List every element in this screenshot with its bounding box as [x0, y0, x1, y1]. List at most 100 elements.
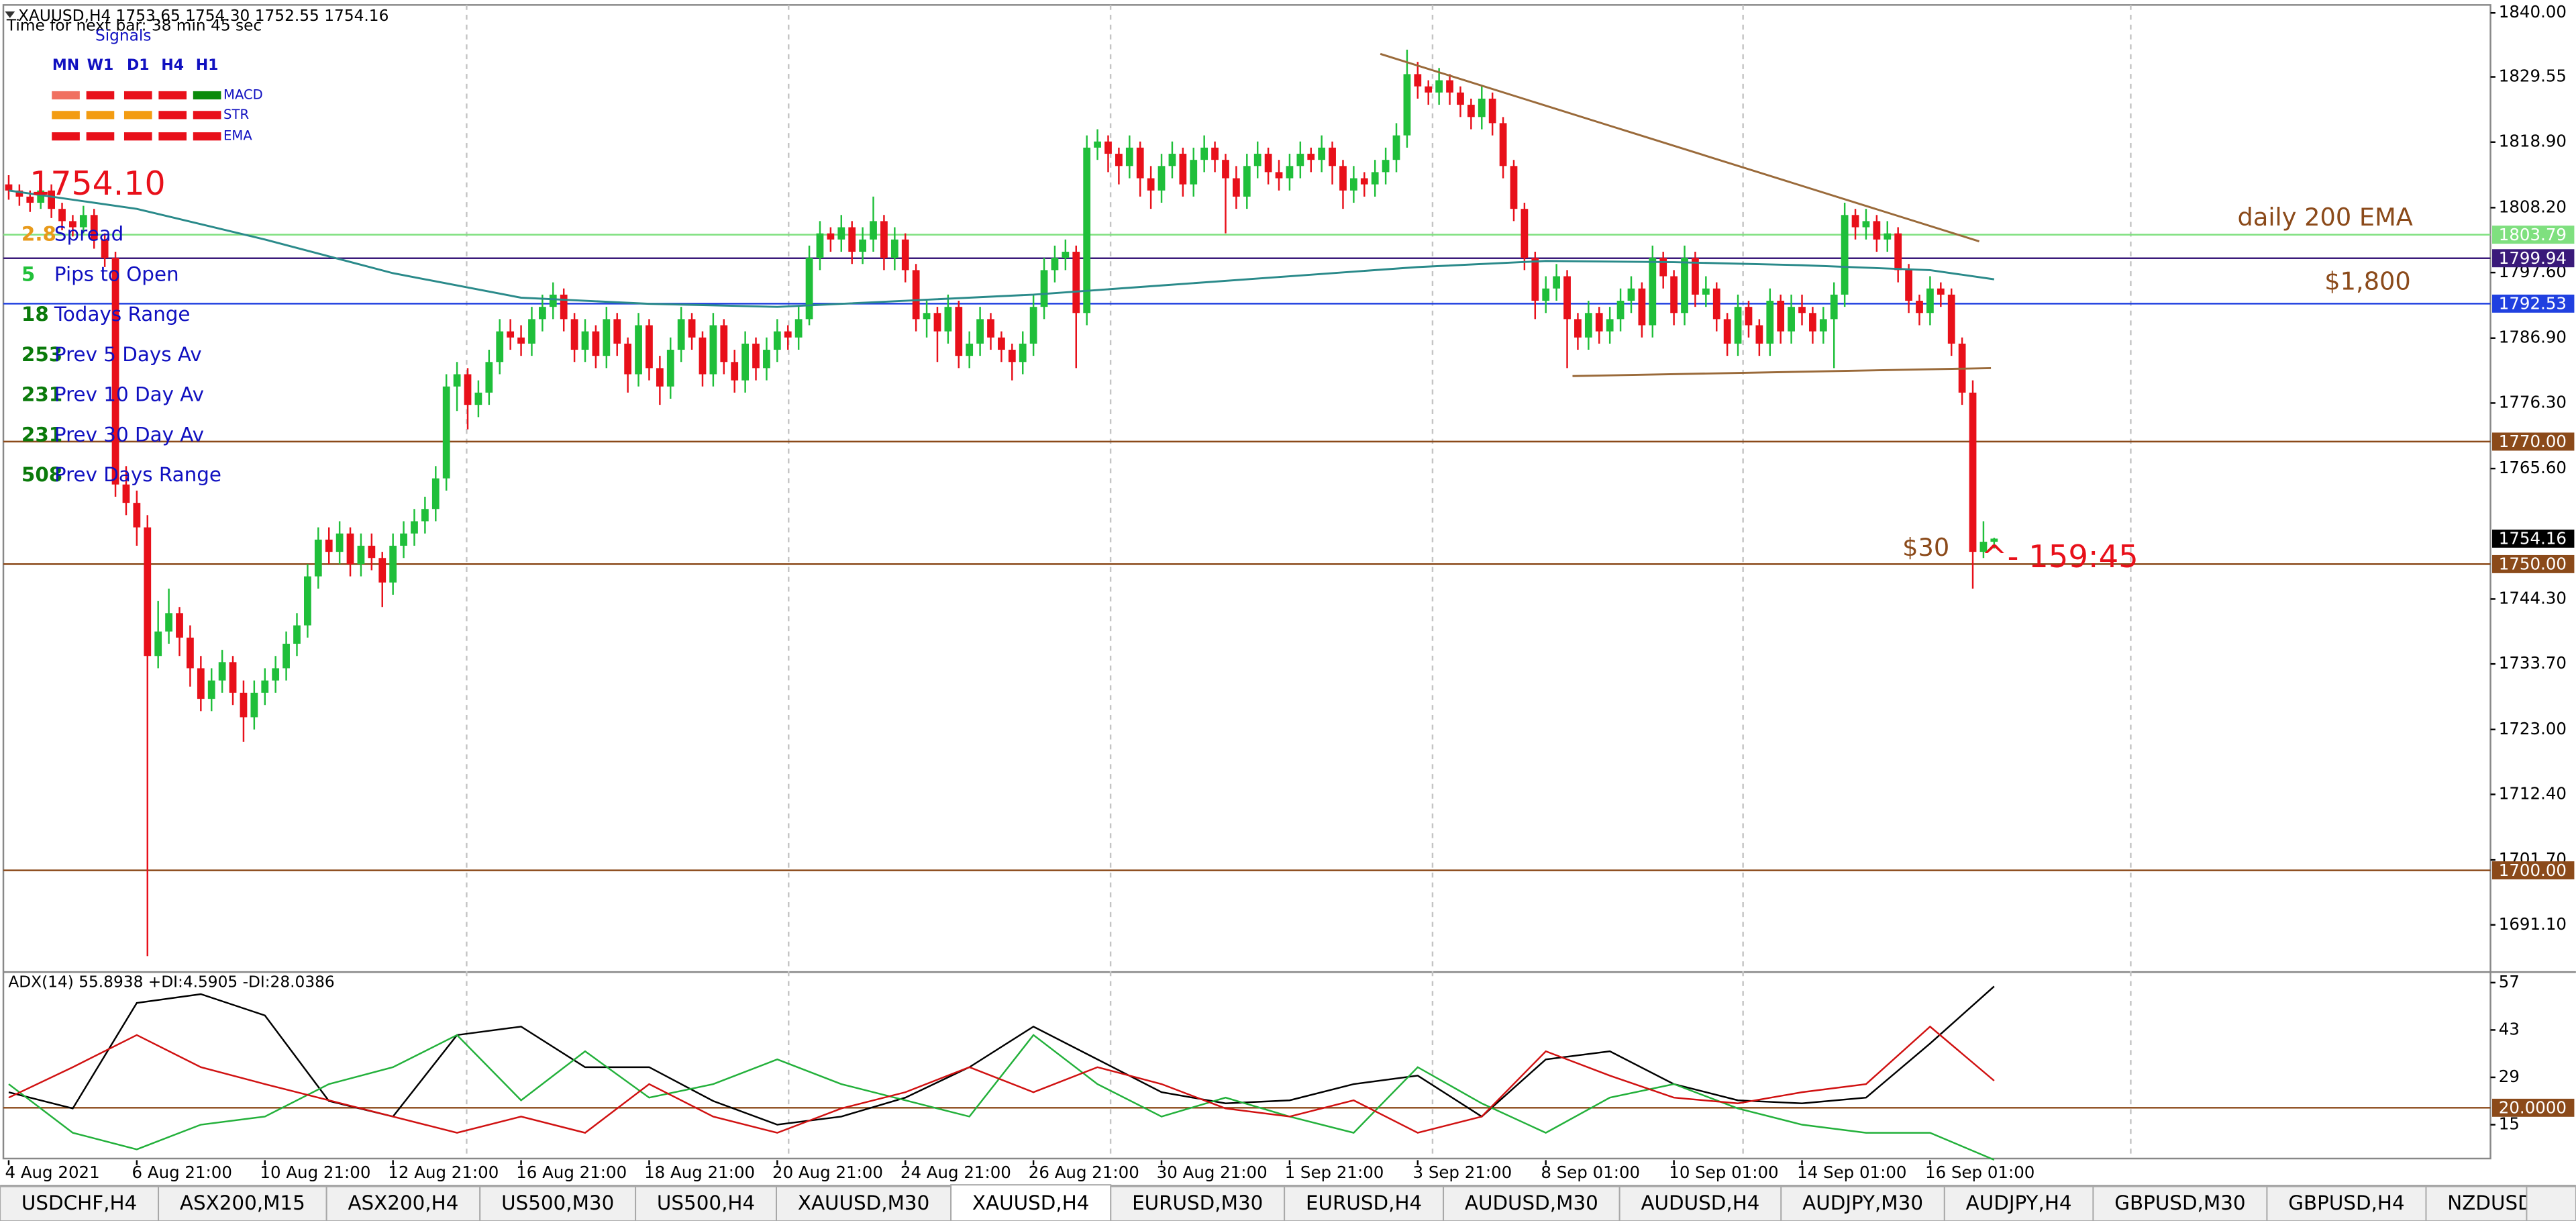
bid-price: 1754.10	[30, 164, 165, 203]
tab-label[interactable]: AUDJPY,M30	[1802, 1191, 1923, 1214]
candle-body	[1318, 147, 1326, 160]
candle-body	[549, 294, 557, 307]
tab[interactable]	[950, 1184, 1112, 1221]
level-label: 1750.00	[2499, 554, 2567, 574]
signal-bar	[52, 111, 80, 119]
candle-body	[187, 637, 194, 669]
candle-body	[1755, 325, 1763, 344]
candle-body	[1094, 141, 1101, 148]
y-tick-label: 1723.00	[2499, 719, 2567, 738]
y-tick-label: 43	[2499, 1019, 2520, 1038]
signal-bar	[193, 91, 221, 100]
candle-body	[111, 258, 119, 485]
annotation: ^- 159:45	[1981, 538, 2139, 575]
candle-body	[411, 521, 418, 534]
tab-label[interactable]: USDCHF,H4	[21, 1191, 137, 1214]
candle-body	[1072, 252, 1080, 313]
candle-body	[431, 478, 440, 509]
tab[interactable]	[0, 1185, 160, 1221]
level-box	[2492, 432, 2575, 451]
x-tick-label: 24 Aug 21:00	[900, 1163, 1011, 1182]
chart-title: XAUUSD,H4 1753.65 1754.30 1752.55 1754.1…	[18, 7, 389, 25]
tab-label[interactable]: AUDUSD,M30	[1465, 1191, 1598, 1214]
level-label: 1799.94	[2499, 248, 2567, 268]
candle-body	[794, 319, 803, 338]
candle-body	[1008, 350, 1016, 362]
candle-body	[1296, 154, 1304, 166]
y-tick-label: 1786.90	[2499, 328, 2567, 347]
tab-label[interactable]: US500,H4	[657, 1191, 755, 1214]
bar-timer: Time for next bar: 38 min 45 sec	[6, 17, 262, 35]
tab-label[interactable]: AUDJPY,H4	[1966, 1191, 2072, 1214]
candle-body	[880, 221, 888, 258]
tab[interactable]	[2092, 1185, 2268, 1221]
candle-body	[1264, 154, 1272, 173]
candle-body	[987, 319, 994, 338]
candle-body	[859, 239, 866, 252]
y-tick-label: 15	[2499, 1114, 2520, 1134]
candle-body	[101, 239, 109, 258]
level-label: 20.0000	[2499, 1098, 2567, 1118]
candle-body	[1819, 319, 1827, 332]
candle-body	[1681, 258, 1688, 313]
candle-body	[314, 539, 322, 577]
indicator-line	[8, 1034, 1995, 1161]
candle-body	[1595, 313, 1603, 332]
x-tick-label: 16 Aug 21:00	[516, 1163, 627, 1182]
tab-label[interactable]: XAUUSD,H4	[972, 1191, 1090, 1214]
candle-body	[453, 374, 461, 387]
candle-body	[870, 221, 877, 240]
candle-body	[1916, 301, 1923, 313]
candle-body	[122, 484, 130, 503]
candle-body	[1809, 313, 1816, 332]
level-label: 1803.79	[2499, 225, 2567, 244]
tab[interactable]	[1780, 1185, 1945, 1221]
tab-label[interactable]: ASX200,M15	[180, 1191, 305, 1214]
tab-label[interactable]: EURUSD,M30	[1132, 1191, 1263, 1214]
candle-body	[1862, 221, 1870, 228]
tab[interactable]	[158, 1185, 327, 1221]
x-tick-label: 8 Sep 01:00	[1541, 1163, 1640, 1182]
y-tick-label: 1712.40	[2499, 783, 2567, 803]
candle-body	[1627, 288, 1635, 301]
tab[interactable]	[1618, 1185, 1782, 1221]
candle-body	[218, 662, 226, 681]
tab-label[interactable]: US500,M30	[501, 1191, 614, 1214]
candle-body	[816, 233, 824, 258]
signal-row-label: MACD	[223, 87, 263, 102]
tab[interactable]	[1110, 1185, 1286, 1221]
candle-body	[48, 190, 55, 209]
x-tick-label: 1 Sep 21:00	[1285, 1163, 1384, 1182]
candle-body	[1275, 172, 1283, 179]
level-box	[2492, 226, 2575, 244]
candle-body	[1339, 166, 1347, 191]
tab-label[interactable]: EURUSD,H4	[1306, 1191, 1422, 1214]
tab-label[interactable]: XAUUSD,M30	[798, 1191, 929, 1214]
y-tick-label: 1776.30	[2499, 392, 2567, 411]
tab[interactable]	[776, 1185, 952, 1221]
info-value: 5	[21, 262, 35, 285]
x-tick-label: 12 Aug 21:00	[388, 1163, 499, 1182]
candle-body	[1510, 166, 1518, 209]
tab-label[interactable]: GBPUSD,H4	[2288, 1191, 2404, 1214]
tab-label[interactable]: GBPUSD,M30	[2114, 1191, 2245, 1214]
candle-body	[933, 313, 941, 332]
y-tick-label: 1840.00	[2499, 2, 2567, 21]
x-tick-label: 3 Sep 21:00	[1412, 1163, 1512, 1182]
tab[interactable]	[1943, 1185, 2094, 1221]
info-value: 253	[21, 343, 62, 366]
candle-body	[442, 386, 450, 479]
y-tick-label: 1765.60	[2499, 458, 2567, 477]
tab-label[interactable]: AUDUSD,H4	[1641, 1191, 1759, 1214]
tab-label[interactable]: ASX200,H4	[348, 1191, 458, 1214]
info-label: Prev 30 Day Av	[54, 423, 204, 446]
candle-body	[1649, 258, 1657, 326]
y-tick-label: 57	[2499, 972, 2520, 991]
signal-bar	[52, 132, 80, 141]
candle-body	[1457, 92, 1464, 105]
tab-scroll[interactable]	[2526, 1185, 2576, 1221]
tab[interactable]	[325, 1185, 481, 1221]
tab[interactable]	[635, 1185, 777, 1221]
